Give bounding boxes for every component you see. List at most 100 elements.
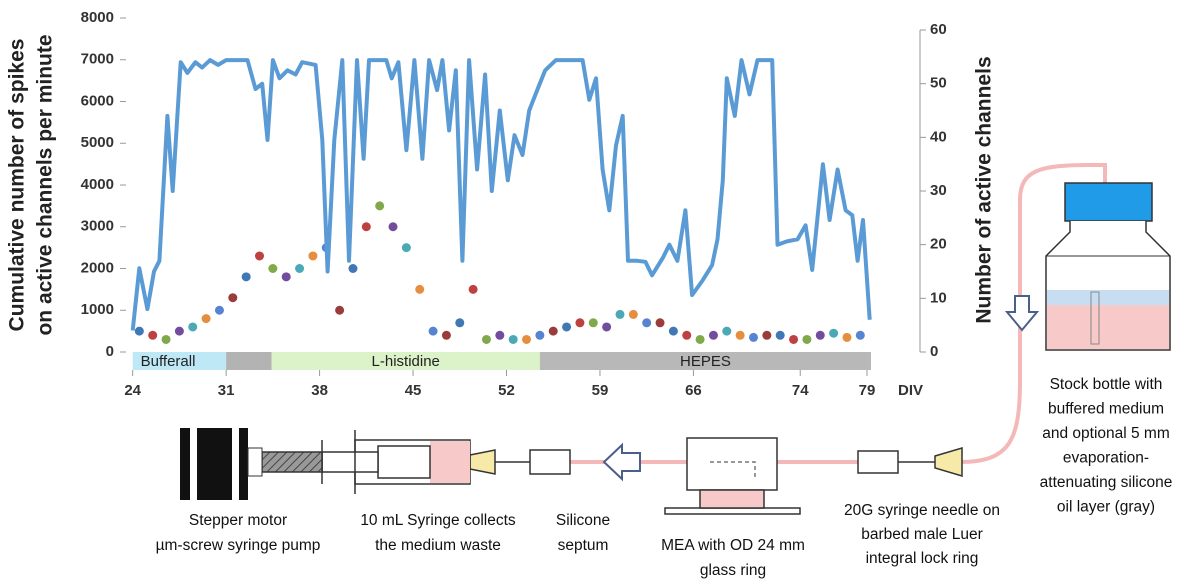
spike-point — [602, 322, 612, 332]
chart: Cumulative number of spikes on active cha… — [6, 9, 996, 399]
spike-point — [615, 309, 625, 319]
phase-band — [271, 352, 540, 370]
diagram-label: septum — [558, 537, 609, 554]
spike-point — [695, 334, 705, 344]
spike-point — [749, 332, 759, 342]
spike-point — [628, 309, 638, 319]
diagram-label: integral lock ring — [866, 550, 979, 567]
spike-point — [308, 251, 318, 261]
spike-point — [241, 272, 251, 282]
diagram-label: barbed male Luer — [861, 526, 983, 543]
spike-point — [214, 305, 224, 315]
y-tick-label: 3000 — [81, 218, 114, 235]
diagram-label: oil layer (gray) — [1057, 499, 1155, 516]
phase-label: Bufferall — [141, 353, 196, 370]
spike-point — [161, 334, 171, 344]
spike-point — [375, 201, 385, 211]
x-tick-label: 66 — [685, 382, 702, 399]
spike-point — [775, 330, 785, 340]
diagram-label: 10 mL Syringe collects — [360, 512, 516, 529]
spike-point — [174, 326, 184, 336]
x-tick-label: 45 — [405, 382, 422, 399]
spike-point — [388, 222, 398, 232]
phase-label: L-histidine — [372, 353, 440, 370]
spike-point — [481, 334, 491, 344]
y2-tick-label: 30 — [930, 182, 947, 199]
diagram-label: the medium waste — [375, 537, 501, 554]
y-tick-label: 5000 — [81, 134, 114, 151]
y2-tick-label: 40 — [930, 128, 947, 145]
needle-connector — [857, 446, 963, 478]
phase-band — [132, 352, 227, 370]
y2-tick-label: 0 — [930, 343, 938, 360]
spike-point — [722, 326, 732, 336]
phase-label: HEPES — [680, 353, 731, 370]
spike-point — [255, 251, 265, 261]
spike-point — [415, 284, 425, 294]
spike-point — [401, 243, 411, 253]
flow-arrow — [602, 442, 641, 482]
diagram-label: 20G syringe needle on — [844, 502, 1000, 519]
y-tick-label: 8000 — [81, 9, 114, 26]
spike-point — [201, 314, 211, 324]
spike-point — [842, 332, 852, 342]
spike-point — [815, 330, 825, 340]
y-tick-label: 0 — [106, 343, 114, 360]
spike-point — [228, 293, 238, 303]
spike-point — [428, 326, 438, 336]
spike-point — [855, 330, 865, 340]
spike-point — [708, 330, 718, 340]
spike-point — [348, 264, 358, 273]
diagram-label: glass ring — [700, 562, 766, 579]
spike-point — [735, 330, 745, 340]
spike-point — [562, 322, 572, 332]
flow-arrow — [1004, 295, 1040, 332]
y2-tick-label: 50 — [930, 75, 947, 92]
spike-point — [281, 272, 291, 282]
y2-tick-label: 10 — [930, 289, 947, 306]
spike-point — [508, 334, 518, 344]
spike-point — [642, 318, 652, 328]
stock-bottle — [1045, 182, 1171, 351]
diagram-label: and optional 5 mm — [1042, 425, 1170, 442]
spike-point — [522, 334, 532, 344]
y-tick-label: 2000 — [81, 259, 114, 276]
syringe — [261, 430, 571, 494]
spike-point — [762, 330, 772, 340]
spike-point — [802, 334, 812, 344]
phase-band — [226, 352, 272, 370]
mea — [664, 437, 801, 515]
spike-point — [535, 330, 545, 340]
active-channels-line — [130, 58, 872, 331]
spike-point — [188, 322, 198, 332]
spike-point — [295, 264, 305, 273]
x-tick-label: 52 — [498, 382, 515, 399]
x-tick-label: 24 — [124, 382, 141, 399]
phase-band — [539, 352, 871, 370]
spike-point — [575, 318, 585, 328]
diagram-label: Silicone — [556, 512, 610, 529]
spike-point — [361, 222, 371, 232]
y-axis-title: on active channels per minute — [34, 34, 57, 335]
diagram-label: Stock bottle with — [1050, 376, 1163, 393]
x-tick-label: 79 — [859, 382, 876, 399]
spike-point — [588, 318, 598, 328]
diagram-label: attenuating silicone — [1040, 474, 1173, 491]
spike-point — [655, 318, 665, 328]
spike-point — [682, 330, 692, 340]
y-tick-label: 7000 — [81, 51, 114, 68]
y-tick-label: 6000 — [81, 92, 114, 109]
diagram-label: evaporation- — [1063, 450, 1149, 467]
diagram-labels: Stepper motor µm-screw syringe pump 10 mL … — [156, 376, 1173, 579]
x-tick-label: 59 — [592, 382, 609, 399]
x-tick-label: 74 — [792, 382, 809, 399]
y2-tick-label: 20 — [930, 236, 947, 253]
diagram-label: µm-screw syringe pump — [156, 537, 321, 554]
spike-point — [335, 305, 345, 315]
x-tick-label: 31 — [218, 382, 235, 399]
y-tick-label: 1000 — [81, 301, 114, 318]
spike-point — [548, 326, 558, 336]
spike-point — [134, 326, 144, 336]
spike-point — [268, 264, 278, 273]
spike-point — [441, 330, 451, 340]
